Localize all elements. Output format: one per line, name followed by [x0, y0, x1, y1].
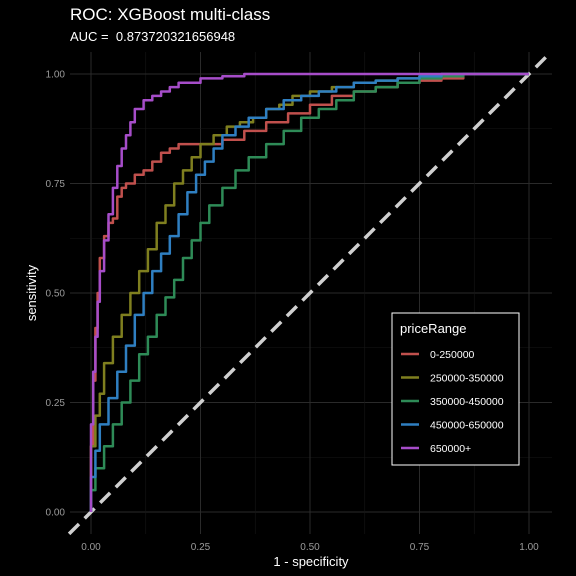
roc-curve-350000-450000	[89, 72, 529, 512]
x-tick-label: 0.50	[300, 542, 320, 553]
legend-label: 450000-650000	[430, 420, 504, 432]
x-tick-label: 0.00	[81, 542, 101, 553]
x-tick-label: 1.00	[519, 542, 539, 553]
x-axis-title: 1 - specificity	[273, 554, 349, 569]
legend-title: priceRange	[400, 321, 467, 336]
legend-box	[391, 312, 520, 466]
reference-diagonal-line	[67, 50, 553, 536]
legend-label: 650000+	[430, 443, 471, 455]
roc-curves	[89, 72, 529, 512]
y-axis-title: sensitivity	[24, 264, 39, 321]
y-tick-label: 0.25	[46, 398, 66, 409]
y-tick-label: 1.00	[46, 70, 66, 81]
y-tick-label: 0.75	[46, 179, 66, 190]
x-tick-label: 0.25	[191, 542, 211, 553]
roc-curve-450000-650000	[89, 72, 529, 512]
y-tick-label: 0.50	[46, 289, 66, 300]
x-axis-ticks: 0.00 0.25 0.50 0.75 1.00	[81, 542, 539, 553]
roc-curve-650000+	[89, 72, 529, 512]
y-tick-label: 0.00	[46, 508, 66, 519]
legend-label: 350000-450000	[430, 396, 504, 408]
chart-title: ROC: XGBoost multi-class	[70, 5, 271, 24]
legend: priceRange 0-250000 250000-350000 350000-4…	[391, 312, 520, 466]
legend-label: 250000-350000	[430, 373, 504, 385]
y-axis-ticks: 0.00 0.25 0.50 0.75 1.00	[46, 70, 66, 519]
chart-subtitle: AUC = 0.873720321656948	[70, 29, 236, 44]
legend-label: 0-250000	[430, 349, 475, 361]
reference-diagonal	[67, 50, 553, 536]
x-tick-label: 0.75	[410, 542, 430, 553]
